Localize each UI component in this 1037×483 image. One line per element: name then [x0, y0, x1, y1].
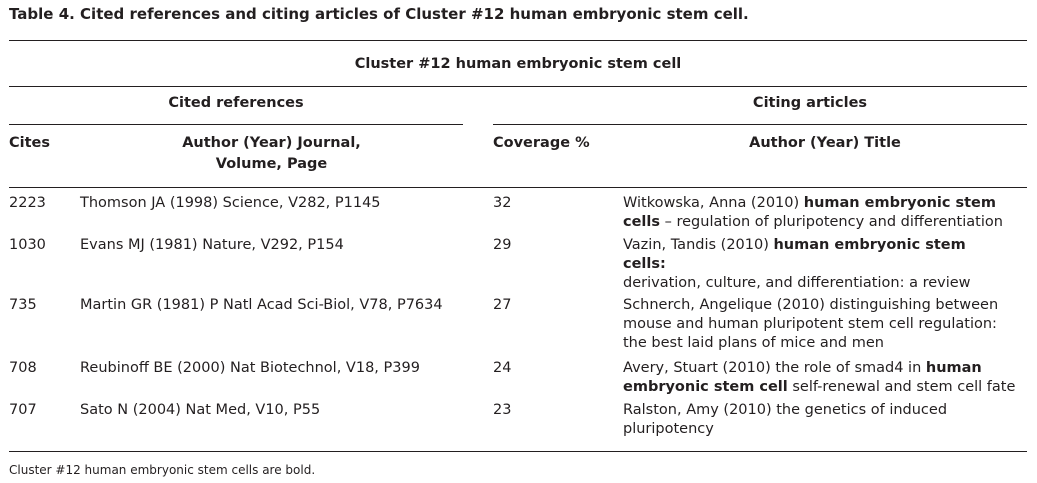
article-line: cells – regulation of pluripotency and d… — [623, 213, 1003, 232]
article-line: derivation, culture, and differentiation… — [623, 274, 971, 293]
article-bold-segment: cells — [623, 214, 661, 230]
table-caption: Table 4. Cited references and citing art… — [9, 5, 749, 23]
cell-cites: 707 — [9, 402, 37, 418]
article-line: cells: — [623, 255, 971, 274]
article-bold-segment: cells: — [623, 256, 666, 272]
article-line: Schnerch, Angelique (2010) distinguishin… — [623, 296, 998, 315]
cell-coverage: 23 — [493, 402, 512, 418]
article-line: Witkowska, Anna (2010) human embryonic s… — [623, 194, 1003, 213]
article-line: mouse and human pluripotent stem cell re… — [623, 315, 998, 334]
article-segment: the best laid plans of mice and men — [623, 335, 884, 351]
cell-reference: Thomson JA (1998) Science, V282, P1145 — [80, 195, 381, 211]
table-footnote: Cluster #12 human embryonic stem cells a… — [9, 463, 316, 477]
article-segment: self-renewal and stem cell fate — [787, 379, 1016, 395]
article-segment: pluripotency — [623, 421, 714, 437]
col-header-author-title: Author (Year) Title — [749, 135, 901, 151]
article-bold-segment: human embryonic stem — [773, 237, 966, 253]
cell-reference: Evans MJ (1981) Nature, V292, P154 — [80, 237, 344, 253]
cluster-rule — [9, 86, 1027, 87]
cell-reference: Reubinoff BE (2000) Nat Biotechnol, V18,… — [80, 360, 420, 376]
cell-article: Witkowska, Anna (2010) human embryonic s… — [623, 194, 1003, 232]
article-bold-segment: embryonic stem cell — [623, 379, 788, 395]
article-bold-segment: human — [925, 360, 982, 376]
article-line: embryonic stem cell self-renewal and ste… — [623, 378, 1015, 397]
cell-coverage: 29 — [493, 237, 512, 253]
col-header-author-journal-line2: Volume, Page — [215, 156, 328, 172]
col-header-author-journal: Author (Year) Journal, Volume, Page — [80, 134, 463, 173]
article-segment: – regulation of pluripotency and differe… — [660, 214, 1003, 230]
cell-cites: 735 — [9, 297, 37, 313]
article-segment: Ralston, Amy (2010) the genetics of indu… — [623, 402, 948, 418]
cell-cites: 708 — [9, 360, 37, 376]
cited-group-rule — [9, 124, 463, 125]
cell-article: Ralston, Amy (2010) the genetics of indu… — [623, 401, 947, 439]
article-segment: Vazin, Tandis (2010) — [623, 237, 774, 253]
group-header-citing: Citing articles — [752, 95, 868, 111]
cell-coverage: 32 — [493, 195, 512, 211]
cell-coverage: 27 — [493, 297, 512, 313]
cell-cites: 1030 — [9, 237, 46, 253]
citing-group-rule — [493, 124, 1027, 125]
cell-cites: 2223 — [9, 195, 46, 211]
article-segment: mouse and human pluripotent stem cell re… — [623, 316, 997, 332]
col-header-cites: Cites — [9, 135, 51, 151]
article-line: Avery, Stuart (2010) the role of smad4 i… — [623, 359, 1015, 378]
header-rule — [9, 187, 1027, 188]
cell-article: Schnerch, Angelique (2010) distinguishin… — [623, 296, 998, 353]
bottom-rule — [9, 451, 1027, 452]
cluster-header: Cluster #12 human embryonic stem cell — [354, 56, 682, 72]
cell-coverage: 24 — [493, 360, 512, 376]
top-rule — [9, 40, 1027, 41]
article-line: Vazin, Tandis (2010) human embryonic ste… — [623, 236, 971, 255]
article-line: pluripotency — [623, 420, 947, 439]
article-segment: Witkowska, Anna (2010) — [623, 195, 804, 211]
cell-reference: Martin GR (1981) P Natl Acad Sci-Biol, V… — [80, 297, 443, 313]
article-line: the best laid plans of mice and men — [623, 334, 998, 353]
article-segment: Schnerch, Angelique (2010) distinguishin… — [623, 297, 999, 313]
cell-article: Avery, Stuart (2010) the role of smad4 i… — [623, 359, 1015, 397]
group-header-cited: Cited references — [168, 95, 304, 111]
article-bold-segment: human embryonic stem — [803, 195, 997, 211]
cell-reference: Sato N (2004) Nat Med, V10, P55 — [80, 402, 321, 418]
article-line: Ralston, Amy (2010) the genetics of indu… — [623, 401, 947, 420]
article-segment: derivation, culture, and differentiation… — [623, 275, 971, 291]
col-header-author-journal-line1: Author (Year) Journal, — [182, 135, 361, 151]
cell-article: Vazin, Tandis (2010) human embryonic ste… — [623, 236, 971, 293]
col-header-coverage: Coverage % — [493, 135, 590, 151]
article-segment: Avery, Stuart (2010) the role of smad4 i… — [623, 360, 926, 376]
